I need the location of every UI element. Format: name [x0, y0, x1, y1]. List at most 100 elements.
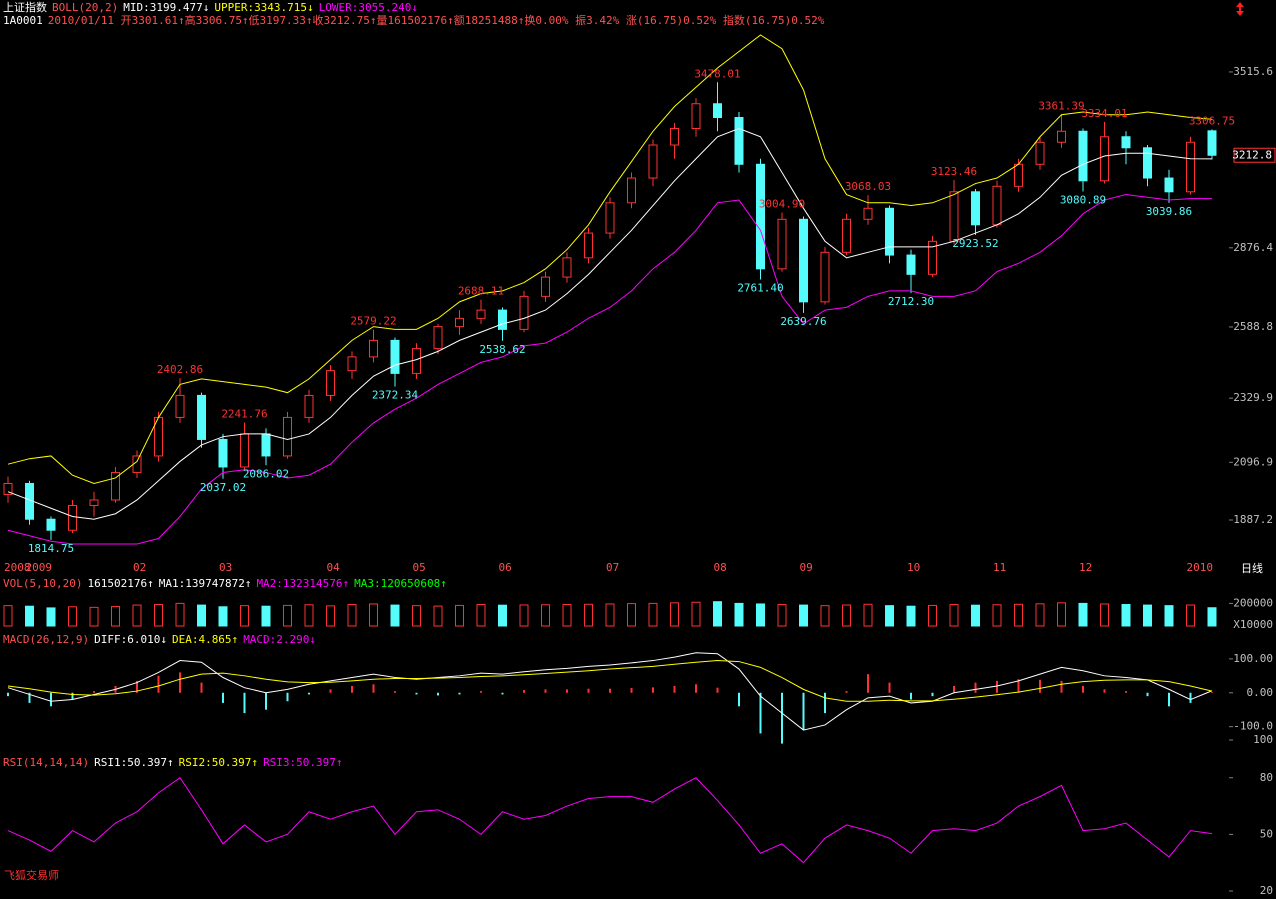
high-label: 2579.22 [350, 315, 396, 328]
x-tick-label: 10 [907, 561, 920, 574]
volume-bar [89, 606, 99, 627]
high-label: 2241.76 [221, 407, 267, 420]
macd-line [7, 652, 1213, 731]
candle-body [519, 295, 529, 330]
candle-body [605, 202, 615, 234]
volume-bar [799, 604, 808, 627]
low-label: 2538.62 [479, 343, 525, 356]
boll-line [7, 34, 1213, 484]
candle-body [218, 438, 228, 468]
low-label: 2712.30 [888, 295, 934, 308]
candle-body [820, 251, 830, 303]
y-tick-label: 2876.4 [1233, 241, 1273, 254]
y-tick-label: 20 [1260, 884, 1273, 897]
volume-bar [605, 603, 615, 627]
candle-body [3, 482, 13, 495]
toolbar-icon[interactable] [1236, 2, 1244, 16]
candle-body [906, 254, 916, 275]
volume-bar [992, 604, 1002, 627]
y-tick-label: 80 [1260, 771, 1273, 784]
candle-body [1035, 141, 1045, 165]
x-tick-label: 2008 [4, 561, 31, 574]
low-label: 1814.75 [28, 542, 74, 555]
candle-body [670, 128, 679, 146]
high-label: 3004.90 [759, 197, 805, 210]
candle-body [992, 185, 1002, 226]
candle-body [175, 394, 185, 418]
volume-bar [519, 604, 529, 627]
volume-bar [971, 604, 980, 627]
volume-bar [326, 605, 335, 627]
low-label: 2639.76 [780, 315, 826, 328]
x-tick-label: 03 [219, 561, 232, 574]
volume-bar [1164, 605, 1174, 627]
header-label: LOWER:3055.240↓ [319, 1, 418, 14]
candle-body [863, 207, 873, 220]
header-label: RSI2:50.397↑ [179, 756, 258, 769]
volume-bar [1186, 604, 1195, 627]
low-label: 2923.52 [952, 237, 998, 250]
volume-bar [1143, 604, 1152, 627]
candle-body [240, 433, 249, 468]
volume-bar [1014, 603, 1023, 627]
candle-body [46, 518, 56, 531]
volume-bar [197, 604, 206, 627]
y-tick-label: 2096.9 [1233, 455, 1273, 468]
header-label: 1A0001 [3, 14, 43, 27]
volume-bar [1057, 602, 1066, 627]
volume-bar [1100, 603, 1109, 627]
volume-bar [218, 606, 228, 627]
footer-label: 飞狐交易师 [4, 868, 59, 882]
header-label: RSI1:50.397↑ [94, 756, 173, 769]
boll-line [7, 127, 1213, 520]
candle-body [949, 191, 959, 242]
y-tick-label: 2329.9 [1233, 391, 1273, 404]
x-tick-label: 07 [606, 561, 619, 574]
candle-body [584, 232, 593, 259]
icon-arrows[interactable] [1236, 2, 1244, 16]
header-label: RSI3:50.397↑ [263, 756, 342, 769]
header-label: 上证指数 [3, 0, 47, 14]
candle-body [777, 218, 787, 270]
low-label: 3080.89 [1060, 194, 1106, 207]
candle-body [627, 177, 636, 204]
volume-bar [3, 605, 13, 627]
candle-body [713, 103, 722, 119]
y-tick-label: 3515.6 [1233, 65, 1273, 78]
candle-body [68, 504, 77, 531]
volume-bar [111, 606, 120, 627]
volume-bar [25, 605, 34, 627]
candle-body [842, 218, 851, 253]
candle-body [928, 240, 937, 275]
low-label: 2761.40 [737, 281, 783, 294]
header-label: DEA:4.865↑ [172, 633, 238, 646]
volume-bar [132, 604, 142, 627]
candle-body [1078, 130, 1088, 182]
header-label: MACD:2.290↓ [243, 633, 316, 646]
candle-body [1186, 141, 1195, 193]
last-price-box [1233, 147, 1276, 163]
high-label: 3361.39 [1038, 99, 1084, 112]
candle-body [283, 416, 292, 457]
candle-body [562, 257, 572, 278]
high-label: 3334.01 [1081, 107, 1127, 120]
volume-bar [412, 605, 421, 627]
candle-body [89, 499, 99, 506]
volume-bar [283, 604, 292, 627]
volume-bar [46, 607, 56, 627]
candle-body [111, 471, 120, 501]
macd-line [7, 660, 1213, 702]
volume-bar [949, 604, 959, 627]
header-label: 2010/01/11 开3301.61↑高3306.75↑低3197.33↑收3… [48, 13, 825, 27]
candle-body [799, 218, 808, 303]
high-label: 3123.46 [931, 165, 977, 178]
x-tick-label: 05 [413, 561, 426, 574]
volume-bar [476, 604, 486, 627]
x-tick-label: 2010 [1187, 561, 1214, 574]
header-label: 161502176↑ [87, 577, 153, 590]
y-tick-label: 0.00 [1247, 686, 1274, 699]
header-label: MA2:132314576↑ [256, 577, 349, 590]
candle-body [304, 394, 314, 418]
